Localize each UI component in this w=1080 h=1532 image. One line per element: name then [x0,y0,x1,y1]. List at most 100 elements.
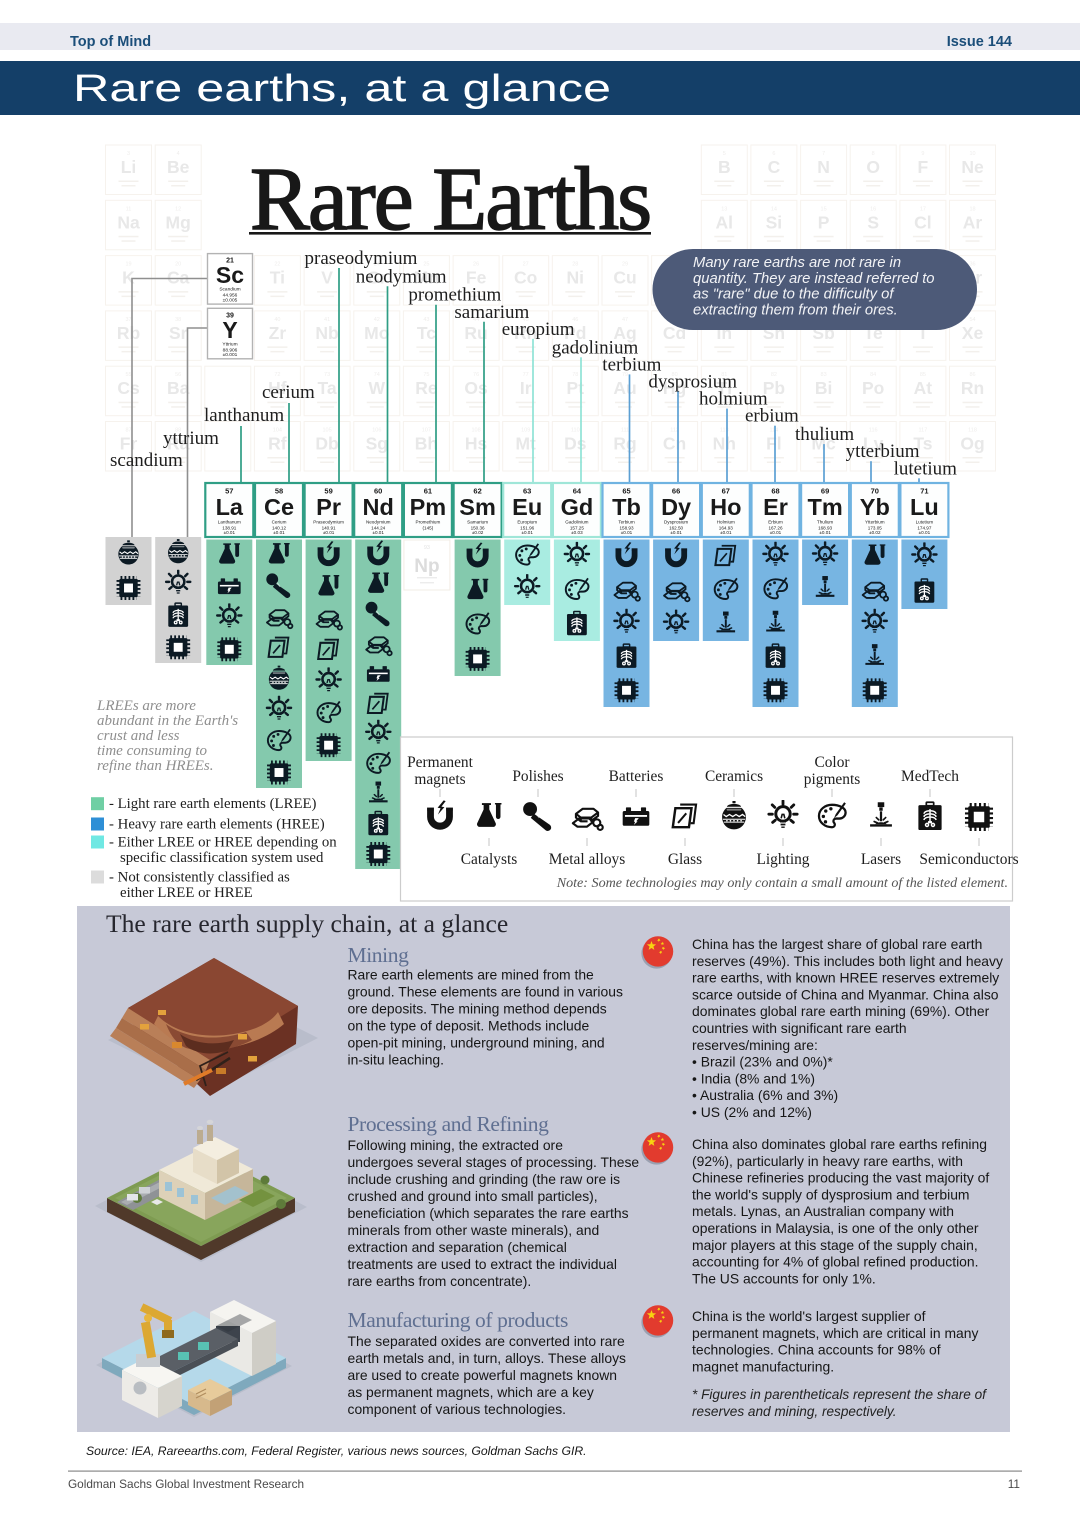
svg-text:Po: Po [862,378,884,398]
svg-text:110: 110 [571,428,580,434]
svg-text:F: F [918,157,929,177]
svg-text:Manufacturing of products: Manufacturing of products [348,1308,568,1332]
svg-text:Tb: Tb [612,494,641,520]
svg-text:Bi: Bi [815,378,833,398]
svg-text:63: 63 [523,487,531,496]
svg-text:56: 56 [175,372,181,378]
svg-text:9: 9 [921,151,924,157]
svg-text:61: 61 [424,487,432,496]
svg-text:76: 76 [473,372,479,378]
svg-text:26: 26 [473,262,479,268]
svg-text:158.93: 158.93 [619,526,633,531]
svg-text:39: 39 [226,312,234,319]
svg-text:rare earths, with known HREE r: rare earths, with known HREE reserves ex… [692,970,999,986]
svg-text:64: 64 [573,487,582,496]
svg-text:±0.01: ±0.01 [521,530,533,535]
svg-text:lanthanum: lanthanum [204,405,284,426]
svg-text:±0.01: ±0.01 [224,530,236,535]
svg-text:treatments are used to extract: treatments are used to extract the indiv… [348,1256,617,1272]
svg-text:27: 27 [523,262,529,268]
svg-text:23: 23 [324,262,330,268]
svg-text:109: 109 [521,428,530,434]
svg-text:Xe: Xe [962,323,984,343]
svg-text:Nh: Nh [713,434,736,454]
svg-text:116: 116 [869,428,878,434]
svg-text:Au: Au [613,378,636,398]
svg-text:Cs: Cs [117,378,140,398]
svg-text:17: 17 [920,206,926,212]
svg-text:82: 82 [771,372,777,378]
svg-text:Issue 144: Issue 144 [947,34,1012,50]
svg-text:(92%), particularly in heavy r: (92%), particularly in heavy rare earths… [692,1153,963,1169]
svg-text:Cu: Cu [613,268,636,288]
svg-text:Cn: Cn [663,434,686,454]
svg-text:Source: IEA, Rareearths.com, F: Source: IEA, Rareearths.com, Federal Reg… [86,1444,587,1458]
svg-text:Cerium: Cerium [272,520,287,525]
svg-text:44.956: 44.956 [223,293,238,299]
svg-text:Batteries: Batteries [609,768,664,785]
svg-text:57: 57 [225,487,233,496]
svg-text:Rb: Rb [117,323,140,343]
svg-text:118: 118 [968,428,977,434]
svg-text:58: 58 [275,487,283,496]
svg-text:thulium: thulium [795,424,854,445]
svg-text:Fr: Fr [120,434,138,454]
svg-text:Tm: Tm [807,494,842,520]
svg-text:±0.01: ±0.01 [323,530,335,535]
svg-text:115: 115 [819,428,828,434]
svg-text:65: 65 [622,487,630,496]
svg-text:5: 5 [723,151,726,157]
svg-text:Lasers: Lasers [861,851,901,868]
svg-text:The US accounts for only 1%.: The US accounts for only 1%. [692,1270,876,1286]
svg-text:105: 105 [323,428,332,434]
svg-text:Top of Mind: Top of Mind [70,34,151,50]
svg-text:84: 84 [870,372,876,378]
svg-text:±0.005: ±0.005 [223,297,238,303]
svg-text:• US (2% and 12%): • US (2% and 12%) [692,1104,812,1120]
svg-text:Ra: Ra [167,434,190,454]
svg-text:Ce: Ce [264,494,294,520]
svg-text:25: 25 [423,262,429,268]
svg-text:Glass: Glass [668,851,702,868]
svg-text:104: 104 [273,428,282,434]
svg-text:75: 75 [423,372,429,378]
svg-text:Ba: Ba [167,378,190,398]
svg-text:Pb: Pb [763,378,785,398]
svg-text:Color: Color [814,754,849,771]
svg-text:Promethium: Promethium [416,520,441,525]
svg-text:±0.01: ±0.01 [819,530,831,535]
svg-text:the world's supply of dysprosi: the world's supply of dysprosium and ter… [692,1186,970,1202]
svg-text:technologies. China accounts f: technologies. China accounts for 98% of [692,1342,941,1358]
svg-text:V: V [321,268,333,288]
svg-text:16: 16 [870,206,876,212]
svg-text:Pt: Pt [567,378,585,398]
svg-text:LREEs are more: LREEs are more [96,698,196,714]
svg-text:Permanent: Permanent [407,754,474,771]
svg-text:67: 67 [722,487,730,496]
svg-text:3: 3 [127,151,130,157]
svg-text:117: 117 [919,428,928,434]
svg-text:87: 87 [125,428,131,434]
svg-text:36: 36 [969,262,975,268]
svg-text:59: 59 [324,487,332,496]
svg-text:138.91: 138.91 [222,526,236,531]
svg-text:Metal alloys: Metal alloys [549,851,626,868]
svg-text:Note: Some technologies may on: Note: Some technologies may only contain… [556,875,1008,891]
svg-text:Rare earths, at a glance: Rare earths, at a glance [73,68,611,110]
svg-text:14: 14 [771,206,777,212]
svg-text:gadolinium: gadolinium [552,337,639,358]
svg-text:Lv: Lv [863,434,884,454]
svg-text:samarium: samarium [454,302,529,323]
svg-text:Sg: Sg [366,434,388,454]
svg-text:Cl: Cl [914,212,932,232]
svg-text:extracting them from their ore: extracting them from their ores. [693,302,898,318]
svg-text:Ti: Ti [270,268,285,288]
svg-text:- Light rare earth elements (L: - Light rare earth elements (LREE) [109,796,317,812]
svg-text:±0.001: ±0.001 [223,352,238,358]
svg-text:Many rare earths are not rare: Many rare earths are not rare in [693,255,901,271]
svg-text:45: 45 [523,317,529,323]
svg-text:85: 85 [920,372,926,378]
svg-text:93: 93 [424,545,430,551]
svg-text:78: 78 [572,372,578,378]
svg-text:undergoes several stages of pr: undergoes several stages of processing. … [348,1154,640,1170]
